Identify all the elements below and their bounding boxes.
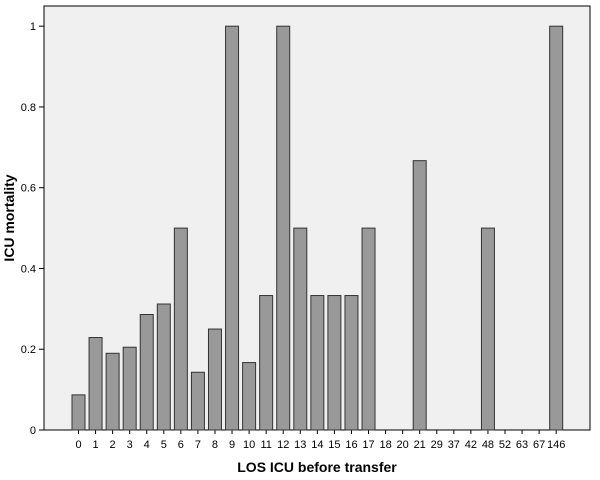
y-tick-label: 0: [30, 425, 36, 437]
x-tick-label: 12: [277, 439, 289, 451]
x-axis: 0 1 2 3 4 5 6 7 8 9 10 11 12 13 14 15 16 17 18 20 21 29 37 42 48…: [75, 430, 565, 451]
bar-17: [361, 227, 376, 431]
x-tick-label: 20: [397, 439, 409, 451]
x-tick-label: 18: [379, 439, 391, 451]
x-tick-label: 15: [328, 439, 340, 451]
x-axis-title: LOS ICU before transfer: [237, 459, 397, 475]
y-tick-label: 1: [30, 21, 36, 33]
bar-6: [173, 227, 188, 431]
bar-16: [344, 295, 359, 431]
y-tick-label: 0.2: [21, 344, 36, 356]
x-tick-label: 6: [178, 439, 184, 451]
x-tick-label: 9: [229, 439, 235, 451]
bar-9: [225, 25, 240, 431]
bar-3: [122, 346, 137, 431]
y-axis: 0 0.2 0.4 0.6 0.8 1: [21, 21, 44, 437]
bar-146: [549, 25, 564, 431]
bar-21: [412, 160, 427, 431]
x-tick-label: 4: [144, 439, 150, 451]
bar-4: [139, 314, 154, 431]
x-tick-label: 3: [127, 439, 133, 451]
bar-0: [71, 394, 86, 431]
bars-group: [71, 25, 564, 431]
y-tick-label: 0.4: [21, 263, 36, 275]
x-tick-label: 14: [311, 439, 323, 451]
y-tick-label: 0.8: [21, 102, 36, 114]
bar-14: [310, 295, 325, 431]
bar-5: [156, 303, 171, 431]
x-tick-label: 10: [243, 439, 255, 451]
x-tick-label: 16: [345, 439, 357, 451]
x-tick-label: 63: [516, 439, 528, 451]
x-tick-label: 8: [212, 439, 218, 451]
bar-48: [480, 227, 495, 431]
bar-13: [293, 227, 308, 431]
x-tick-label: 2: [110, 439, 116, 451]
x-tick-label: 17: [362, 439, 374, 451]
x-tick-label: 146: [547, 439, 565, 451]
x-tick-label: 13: [294, 439, 306, 451]
x-tick-label: 5: [161, 439, 167, 451]
x-tick-label: 29: [431, 439, 443, 451]
x-tick-label: 48: [482, 439, 494, 451]
bar-7: [190, 371, 205, 431]
bar-12: [276, 25, 291, 431]
bar-1: [88, 337, 103, 431]
bar-11: [259, 295, 274, 431]
bar-8: [207, 328, 222, 431]
x-tick-label: 1: [92, 439, 98, 451]
y-axis-title: ICU mortality: [1, 174, 17, 261]
y-tick-label: 0.6: [21, 183, 36, 195]
bar-15: [327, 295, 342, 431]
x-tick-label: 21: [414, 439, 426, 451]
bar-2: [105, 352, 120, 431]
x-tick-label: 67: [533, 439, 545, 451]
x-tick-label: 11: [260, 439, 271, 451]
bar-10: [242, 362, 257, 431]
x-tick-label: 7: [195, 439, 201, 451]
x-tick-label: 0: [75, 439, 81, 451]
x-tick-label: 37: [448, 439, 460, 451]
x-tick-label: 42: [465, 439, 477, 451]
x-tick-label: 52: [499, 439, 511, 451]
